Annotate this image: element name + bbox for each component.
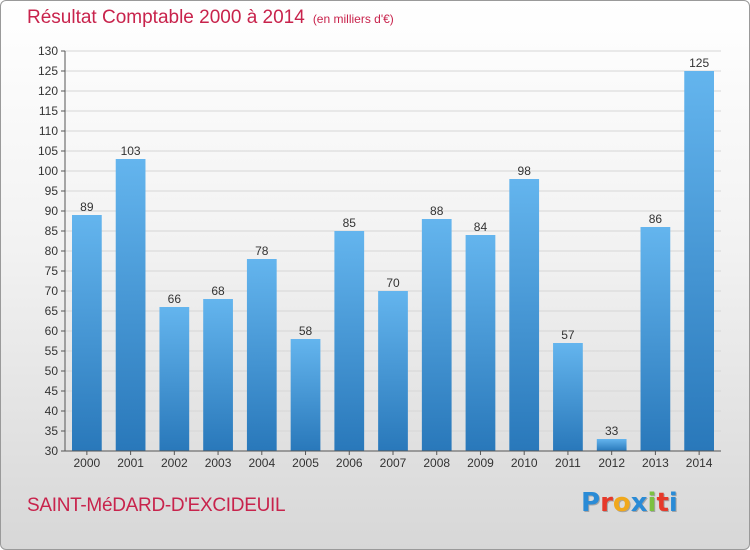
y-tick-label: 40	[45, 404, 59, 418]
value-label: 86	[649, 212, 663, 226]
y-tick-label: 35	[45, 424, 59, 438]
x-tick-label: 2000	[74, 456, 101, 470]
x-tick-label: 2012	[598, 456, 625, 470]
value-label: 58	[299, 324, 313, 338]
x-tick-label: 2007	[380, 456, 407, 470]
value-label: 98	[518, 164, 532, 178]
bar-2010	[509, 179, 540, 451]
y-tick-label: 50	[45, 364, 59, 378]
value-label: 70	[386, 276, 400, 290]
x-tick-label: 2008	[423, 456, 450, 470]
bar-2004	[246, 259, 277, 451]
bar-2001	[115, 159, 146, 451]
value-label: 57	[561, 328, 575, 342]
value-label: 89	[80, 200, 94, 214]
bar-2011	[553, 343, 583, 451]
bar-2013	[640, 227, 671, 451]
logo-letter: t	[656, 488, 669, 518]
y-tick-label: 80	[45, 244, 59, 258]
y-tick-label: 85	[45, 224, 59, 238]
value-label: 68	[211, 284, 225, 298]
x-tick-label: 2003	[205, 456, 232, 470]
y-tick-label: 90	[45, 204, 59, 218]
proxiti-logo: Proxiti	[581, 488, 678, 518]
y-tick-label: 120	[38, 84, 58, 98]
logo-letter: o	[612, 488, 631, 518]
axes	[61, 50, 721, 455]
logo-letter: P	[581, 488, 601, 518]
value-label: 66	[168, 292, 182, 306]
x-tick-label: 2013	[642, 456, 669, 470]
commune-name: SAINT-MéDARD-D'EXCIDEUIL	[27, 495, 286, 516]
y-tick-label: 45	[45, 384, 59, 398]
chart-title: Résultat Comptable 2000 à 2014 (en millie…	[27, 7, 394, 29]
y-tick-label: 95	[45, 184, 59, 198]
y-tick-label: 55	[45, 344, 59, 358]
logo-letter: x	[630, 488, 648, 518]
y-tick-label: 30	[45, 444, 59, 458]
x-tick-label: 2001	[117, 456, 144, 470]
x-tick-label: 2009	[467, 456, 494, 470]
bar-2000	[72, 215, 102, 451]
logo-letter: r	[600, 488, 613, 518]
x-tick-label: 2005	[292, 456, 319, 470]
title-text: Résultat Comptable 2000 à 2014	[27, 7, 305, 28]
y-tick-label: 65	[45, 304, 59, 318]
bar-2006	[334, 231, 365, 451]
bar-2002	[159, 307, 190, 451]
labels: 30 35 40 45 50 55 60 65 70 75 80 85 90 95 100 105 110 115…	[38, 44, 713, 470]
bars	[72, 71, 714, 451]
value-label: 33	[605, 424, 619, 438]
y-tick-label: 130	[38, 44, 58, 58]
bar-2003	[203, 299, 233, 451]
y-tick-label: 60	[45, 324, 59, 338]
y-tick-label: 125	[38, 64, 58, 78]
y-tick-label: 110	[39, 124, 58, 138]
bar-2005	[290, 339, 321, 451]
y-tick-label: 115	[39, 104, 58, 118]
y-tick-label: 105	[38, 144, 58, 158]
x-tick-label: 2014	[686, 456, 713, 470]
x-tick-label: 2006	[336, 456, 363, 470]
logo-letter: i	[668, 488, 678, 518]
value-label: 84	[474, 220, 488, 234]
bar-2008	[421, 219, 452, 451]
x-tick-label: 2004	[248, 456, 275, 470]
unit-text: (en milliers d'€)	[312, 12, 394, 26]
x-tick-label: 2011	[555, 456, 581, 470]
value-label: 125	[689, 56, 709, 70]
value-label: 103	[121, 144, 141, 158]
x-tick-label: 2002	[161, 456, 188, 470]
value-label: 78	[255, 244, 269, 258]
logo-letter: i	[647, 488, 657, 518]
value-label: 88	[430, 204, 444, 218]
bar-2007	[378, 291, 408, 451]
y-tick-label: 100	[38, 164, 58, 178]
bar-2009	[465, 235, 496, 451]
bar-2014	[684, 71, 714, 451]
y-tick-label: 70	[45, 284, 59, 298]
y-tick-label: 75	[45, 264, 59, 278]
bar-2012	[596, 439, 627, 451]
x-tick-label: 2010	[511, 456, 538, 470]
value-label: 85	[343, 216, 357, 230]
grid-lines	[65, 50, 721, 452]
